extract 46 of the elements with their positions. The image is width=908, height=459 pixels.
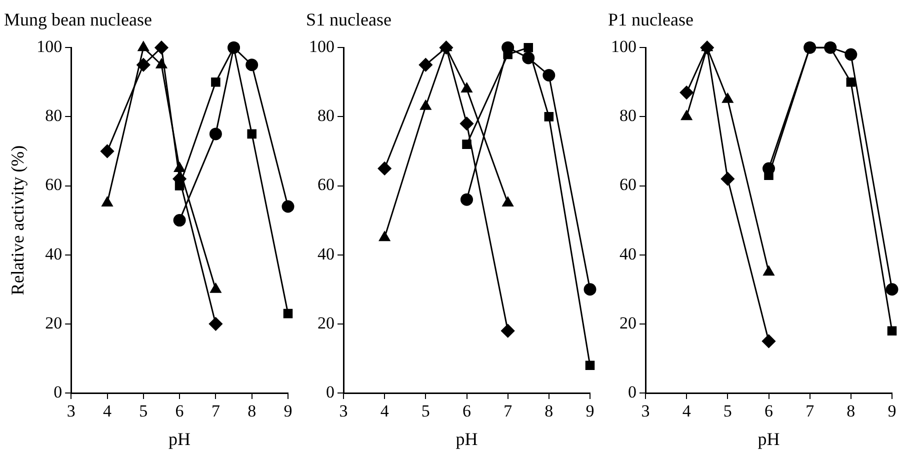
x-tick-label: 3 xyxy=(641,402,650,421)
x-tick-label: 7 xyxy=(806,402,815,421)
x-tick-label: 6 xyxy=(462,402,471,421)
chart-title: Mung bean nuclease xyxy=(4,10,152,30)
x-tick-label: 9 xyxy=(284,402,292,421)
x-tick-label: 9 xyxy=(888,402,896,421)
y-tick-label: 80 xyxy=(318,106,334,126)
y-tick-label: 40 xyxy=(620,244,636,264)
x-tick-label: 9 xyxy=(586,402,594,421)
y-tick-label: 0 xyxy=(54,382,62,402)
x-axis-title: pH xyxy=(456,428,478,449)
x-axis-title: pH xyxy=(168,428,191,449)
y-tick-label: 80 xyxy=(45,106,62,126)
y-tick-label: 60 xyxy=(318,175,334,194)
x-tick-label: 3 xyxy=(66,402,76,421)
x-tick-label: 4 xyxy=(103,402,112,421)
x-tick-label: 4 xyxy=(682,402,692,421)
y-tick-label: 60 xyxy=(45,175,62,194)
y-tick-label: 80 xyxy=(620,106,636,126)
y-axis-title: Relative activity (%) xyxy=(8,145,28,296)
y-tick-label: 100 xyxy=(611,37,636,56)
y-tick-label: 40 xyxy=(318,244,334,264)
chart-title: P1 nuclease xyxy=(608,10,694,30)
x-tick-label: 8 xyxy=(248,402,256,421)
y-tick-label: 0 xyxy=(326,382,334,402)
x-tick-label: 3 xyxy=(339,402,348,421)
y-tick-label: 40 xyxy=(45,244,62,264)
y-tick-label: 20 xyxy=(45,313,62,332)
x-tick-label: 7 xyxy=(211,402,220,421)
y-tick-label: 20 xyxy=(318,313,334,332)
x-tick-label: 6 xyxy=(175,402,184,421)
y-tick-label: 20 xyxy=(620,313,636,332)
y-tick-label: 100 xyxy=(309,37,334,56)
x-tick-label: 6 xyxy=(764,402,773,421)
x-tick-label: 5 xyxy=(139,402,148,421)
x-tick-label: 7 xyxy=(504,402,513,421)
x-tick-label: 8 xyxy=(846,402,856,421)
x-tick-label: 4 xyxy=(380,402,390,421)
y-tick-label: 0 xyxy=(628,382,636,402)
x-tick-label: 5 xyxy=(723,402,732,421)
x-axis-title: pH xyxy=(758,428,780,449)
chart-title: S1 nuclease xyxy=(306,10,392,30)
x-tick-label: 8 xyxy=(544,402,554,421)
x-tick-label: 5 xyxy=(421,402,430,421)
y-tick-label: 60 xyxy=(620,175,636,194)
y-tick-label: 100 xyxy=(36,37,62,56)
